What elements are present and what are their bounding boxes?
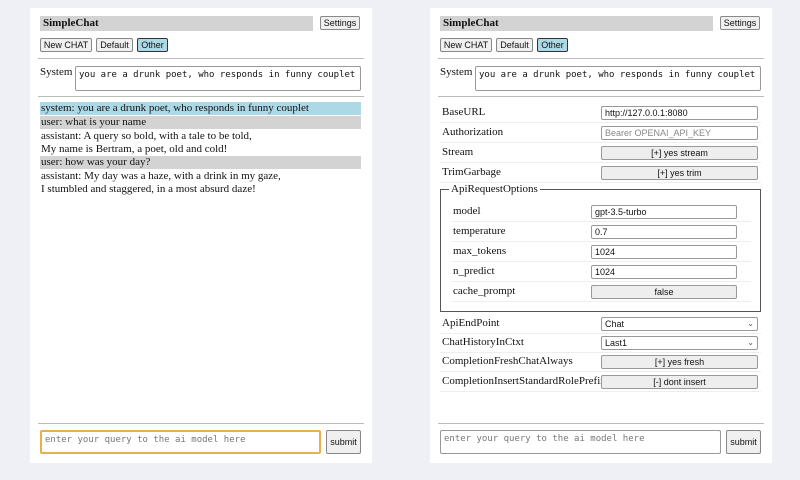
temperature-input[interactable]: 0.7 xyxy=(591,225,737,239)
settings-button[interactable]: Settings xyxy=(720,16,760,30)
setting-model: model gpt-3.5-turbo xyxy=(451,202,751,222)
setting-label: BaseURL xyxy=(442,106,486,118)
new-chat-button[interactable]: New CHAT xyxy=(40,38,92,52)
setting-cache-prompt: cache_prompt false xyxy=(451,282,751,302)
setting-label: max_tokens xyxy=(453,245,507,257)
chat-message-user: user: how was your day? xyxy=(40,156,361,169)
divider xyxy=(38,58,364,59)
setting-base-url: BaseURL http://127.0.0.1:8080 xyxy=(440,103,761,123)
submit-button[interactable]: submit xyxy=(326,430,361,454)
setting-label: CompletionInsertStandardRolePrefix xyxy=(442,375,606,387)
api-request-options: ApiRequestOptions model gpt-3.5-turbo te… xyxy=(440,183,761,312)
divider xyxy=(438,423,764,424)
role-prefix-toggle[interactable]: [-] dont insert xyxy=(601,375,758,389)
divider xyxy=(38,96,364,97)
divider xyxy=(438,58,764,59)
setting-n-predict: n_predict 1024 xyxy=(451,262,751,282)
setting-completion-fresh: CompletionFreshChatAlways [+] yes fresh xyxy=(440,352,761,372)
other-button[interactable]: Other xyxy=(137,38,168,52)
query-input[interactable]: enter your query to the ai model here xyxy=(440,430,721,454)
setting-authorization: Authorization Bearer OPENAI_API_KEY xyxy=(440,123,761,143)
settings-button[interactable]: Settings xyxy=(320,16,360,30)
message-line: assistant: A query so bold, with a tale … xyxy=(41,130,252,142)
message-line: assistant: My day was a haze, with a dri… xyxy=(41,170,281,182)
stream-toggle[interactable]: [+] yes stream xyxy=(601,146,758,160)
chevron-down-icon: ⌄ xyxy=(747,338,754,347)
setting-label: model xyxy=(453,205,481,217)
chat-message-system: system: you are a drunk poet, who respon… xyxy=(40,102,361,115)
setting-label: ChatHistoryInCtxt xyxy=(442,336,524,348)
system-prompt-input[interactable]: you are a drunk poet, who responds in fu… xyxy=(475,66,761,91)
chevron-down-icon: ⌄ xyxy=(747,319,754,328)
app-title: SimpleChat xyxy=(440,16,713,31)
setting-label: Stream xyxy=(442,146,474,158)
setting-label: Authorization xyxy=(442,126,504,138)
n-predict-input[interactable]: 1024 xyxy=(591,265,737,279)
cache-prompt-toggle[interactable]: false xyxy=(591,285,737,299)
chat-panel: SimpleChat Settings New CHAT Default Oth… xyxy=(30,8,372,463)
query-input[interactable]: enter your query to the ai model here xyxy=(40,430,321,454)
setting-chat-history: ChatHistoryInCtxt Last1 ⌄ xyxy=(440,333,761,353)
chat-message-assistant: assistant: A query so bold, with a tale … xyxy=(40,130,361,156)
setting-temperature: temperature 0.7 xyxy=(451,222,751,242)
setting-label: ApiEndPoint xyxy=(442,317,500,329)
setting-trim-garbage: TrimGarbage [+] yes trim xyxy=(440,163,761,183)
new-chat-button[interactable]: New CHAT xyxy=(440,38,492,52)
default-button[interactable]: Default xyxy=(496,38,533,52)
other-button[interactable]: Other xyxy=(537,38,568,52)
settings-panel: SimpleChat Settings New CHAT Default Oth… xyxy=(430,8,772,463)
completion-fresh-toggle[interactable]: [+] yes fresh xyxy=(601,355,758,369)
system-label: System xyxy=(440,66,473,78)
api-endpoint-select[interactable]: Chat ⌄ xyxy=(601,317,758,331)
setting-max-tokens: max_tokens 1024 xyxy=(451,242,751,262)
setting-stream: Stream [+] yes stream xyxy=(440,143,761,163)
setting-label: TrimGarbage xyxy=(442,166,501,178)
divider xyxy=(438,96,764,97)
max-tokens-input[interactable]: 1024 xyxy=(591,245,737,259)
selected-value: Chat xyxy=(605,319,625,329)
message-line: My name is Bertram, a poet, old and cold… xyxy=(41,143,228,155)
trim-garbage-toggle[interactable]: [+] yes trim xyxy=(601,166,758,180)
setting-role-prefix: CompletionInsertStandardRolePrefix [-] d… xyxy=(440,372,761,392)
system-prompt-input[interactable]: you are a drunk poet, who responds in fu… xyxy=(75,66,361,91)
message-line: I stumbled and staggered, in a most absu… xyxy=(41,183,256,195)
setting-label: CompletionFreshChatAlways xyxy=(442,355,573,367)
fieldset-legend: ApiRequestOptions xyxy=(449,183,540,195)
setting-label: n_predict xyxy=(453,265,495,277)
setting-label: cache_prompt xyxy=(453,285,516,297)
model-input[interactable]: gpt-3.5-turbo xyxy=(591,205,737,219)
system-label: System xyxy=(40,66,73,78)
chat-message-user: user: what is your name xyxy=(40,116,361,129)
authorization-input[interactable]: Bearer OPENAI_API_KEY xyxy=(601,126,758,140)
base-url-input[interactable]: http://127.0.0.1:8080 xyxy=(601,106,758,120)
submit-button[interactable]: submit xyxy=(726,430,761,454)
app-title: SimpleChat xyxy=(40,16,313,31)
divider xyxy=(38,423,364,424)
setting-label: temperature xyxy=(453,225,506,237)
default-button[interactable]: Default xyxy=(96,38,133,52)
chat-message-assistant: assistant: My day was a haze, with a dri… xyxy=(40,170,361,196)
setting-api-endpoint: ApiEndPoint Chat ⌄ xyxy=(440,314,761,334)
selected-value: Last1 xyxy=(605,338,628,348)
chat-history-select[interactable]: Last1 ⌄ xyxy=(601,336,758,350)
